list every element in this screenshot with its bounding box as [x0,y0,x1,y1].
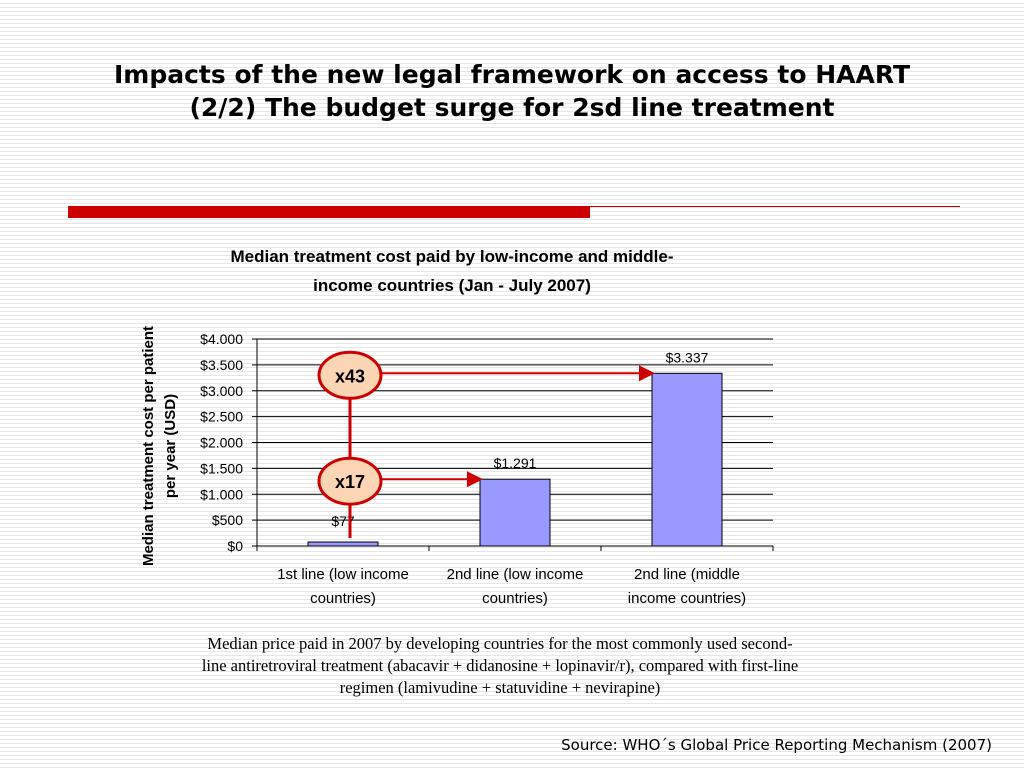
y-tick-label: $0 [227,538,243,554]
caption-line-3: regimen (lamivudine + statuvidine + nevi… [339,678,661,697]
title-underline-rule [590,206,960,207]
caption-line-1: Median price paid in 2007 by developing … [207,634,793,653]
category-label-1-line-1: 1st line (low income [277,566,409,583]
y-tick-label: $1.000 [200,486,243,502]
bar-2 [479,478,551,547]
y-axis-label-line-1: Median treatment cost per patient [140,326,157,566]
slide-title-line-2: (2/2) The budget surge for 2sd line trea… [189,93,835,122]
annotation-badge-x17 [317,456,383,506]
y-tick-label: $3.500 [200,357,243,373]
category-label-2-line-2: countries) [482,590,548,607]
chart-caption: Median price paid in 2007 by developing … [130,633,870,699]
annotation-label-x17: x17 [335,472,365,492]
title-underline-bar [68,206,590,218]
annotation-badge-x43 [317,350,383,400]
slide-title: Impacts of the new legal framework on ac… [30,58,994,124]
annotation-label-x43: x43 [335,366,365,386]
caption-line-2: line antiretroviral treatment (abacavir … [201,656,799,675]
y-tick-label: $2.500 [200,409,243,425]
data-label-2: $1.291 [494,455,537,471]
y-tick-label: $1.500 [200,460,243,476]
bar-1 [307,541,379,547]
bar-3 [651,372,723,547]
data-label-3: $3.337 [666,349,709,365]
category-label-3-line-1: 2nd line (middle [634,566,740,583]
y-tick-label: $4.000 [200,331,243,347]
chart-title-line-1: Median treatment cost paid by low-income… [230,247,673,266]
y-tick-label: $500 [212,512,243,528]
category-label-1-line-2: countries) [310,590,376,607]
y-tick-label: $2.000 [200,435,243,451]
category-label-3-line-2: income countries) [628,590,746,607]
source-note: Source: WHO´s Global Price Reporting Mec… [561,736,992,754]
y-axis-label-line-2: per year (USD) [162,394,179,498]
category-label-2-line-1: 2nd line (low income [447,566,584,583]
chart-title-line-2: income countries (Jan - July 2007) [313,276,591,295]
y-tick-label: $3.000 [200,383,243,399]
slide-title-line-1: Impacts of the new legal framework on ac… [114,60,910,89]
